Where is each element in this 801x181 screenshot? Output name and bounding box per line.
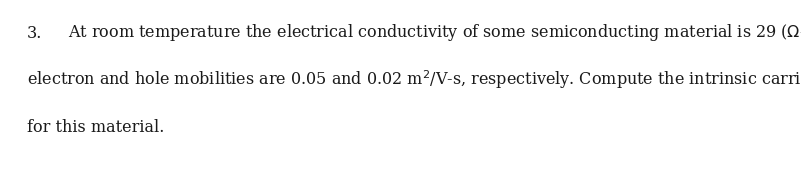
Text: At room temperature the electrical conductivity of some semiconducting material : At room temperature the electrical condu… (68, 22, 801, 44)
Text: 3.: 3. (27, 24, 42, 41)
Text: for this material.: for this material. (27, 119, 164, 136)
Text: electron and hole mobilities are 0.05 and 0.02 m$^{2}$/V-s, respectively. Comput: electron and hole mobilities are 0.05 an… (27, 69, 801, 91)
